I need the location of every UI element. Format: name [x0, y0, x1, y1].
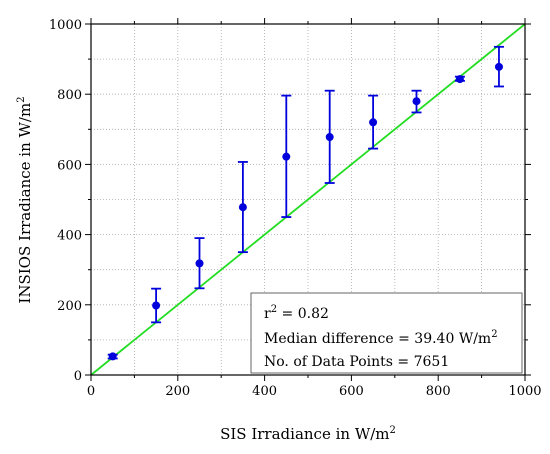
x-tick-label: 800 — [426, 384, 451, 399]
data-point — [108, 352, 117, 361]
x-tick-label: 200 — [165, 384, 190, 399]
data-point — [412, 97, 421, 106]
data-point — [282, 152, 291, 161]
data-point — [494, 62, 503, 71]
data-point — [238, 203, 247, 212]
x-tick-label: 400 — [252, 384, 277, 399]
y-tick-label: 0 — [74, 369, 82, 384]
data-point — [325, 133, 334, 142]
x-tick-label: 600 — [339, 384, 364, 399]
y-tick-label: 600 — [57, 158, 82, 173]
data-point — [455, 75, 464, 84]
y-tick-label: 200 — [57, 299, 82, 314]
data-point-count-label: No. of Data Points = 7651 — [264, 354, 449, 370]
stats-box-frame — [250, 292, 523, 374]
y-axis-title: INSIOS Irradiance in W/m2 — [16, 96, 34, 303]
x-tick-label: 0 — [87, 384, 95, 399]
data-point — [152, 301, 161, 310]
y-tick-label: 800 — [57, 88, 82, 103]
one-to-one-reference-line — [90, 23, 526, 376]
x-axis-title: SIS Irradiance in W/m2 — [220, 425, 396, 443]
data-point — [369, 118, 378, 127]
y-tick-label: 1000 — [49, 18, 82, 33]
stats-annotation-box: r2 = 0.82 Median difference = 39.40 W/m2… — [250, 292, 523, 374]
axis-ticks — [85, 18, 531, 381]
tick-labels: 0 200 400 600 800 1000 0 200 400 600 800 1000 — [49, 18, 542, 399]
r-squared-label: r2 = 0.82 — [264, 304, 329, 322]
data-point — [195, 259, 204, 268]
reference-line-group — [90, 23, 526, 376]
median-difference-label: Median difference = 39.40 W/m2 — [264, 329, 498, 347]
y-tick-label: 400 — [57, 229, 82, 244]
x-tick-label: 1000 — [508, 384, 541, 399]
data-points — [108, 62, 503, 361]
